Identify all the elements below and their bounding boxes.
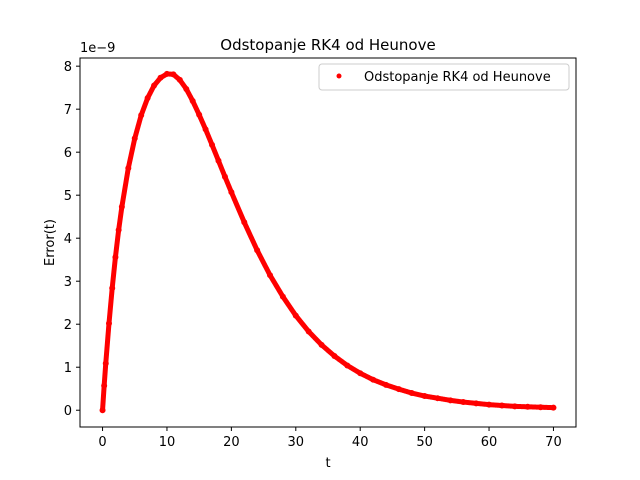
y-offset-label: 1e−9 bbox=[80, 41, 115, 56]
data-point bbox=[408, 390, 415, 397]
data-point bbox=[473, 400, 480, 407]
x-tick-label: 0 bbox=[98, 435, 106, 450]
y-tick-label: 6 bbox=[64, 146, 72, 161]
legend-marker bbox=[336, 73, 342, 79]
data-point bbox=[357, 370, 364, 377]
data-point bbox=[511, 403, 518, 410]
data-point bbox=[131, 135, 138, 142]
x-axis: 0 10 20 30 40 50 60 70 bbox=[98, 427, 562, 450]
x-tick-label: 50 bbox=[416, 435, 433, 450]
data-point bbox=[163, 70, 170, 77]
data-point bbox=[486, 401, 493, 408]
data-point bbox=[170, 71, 177, 78]
data-point bbox=[434, 395, 441, 402]
data-point bbox=[209, 141, 216, 148]
series-layer bbox=[99, 70, 557, 414]
y-tick-label: 2 bbox=[64, 318, 72, 333]
data-point bbox=[112, 254, 119, 261]
data-point bbox=[344, 362, 351, 369]
data-point bbox=[102, 360, 109, 367]
data-point bbox=[267, 272, 274, 279]
data-point bbox=[151, 82, 158, 89]
data-point bbox=[105, 320, 112, 327]
data-point bbox=[101, 382, 108, 389]
legend-label: Odstopanje RK4 od Heunove bbox=[364, 70, 551, 85]
x-tick-label: 20 bbox=[223, 435, 240, 450]
data-point bbox=[99, 407, 106, 414]
data-point bbox=[331, 353, 338, 360]
x-tick-label: 30 bbox=[288, 435, 305, 450]
data-point bbox=[550, 404, 557, 411]
data-point bbox=[215, 157, 222, 164]
data-point bbox=[382, 381, 389, 388]
legend: Odstopanje RK4 od Heunove bbox=[318, 63, 570, 91]
data-point bbox=[202, 126, 209, 133]
axes-frame bbox=[79, 57, 577, 428]
data-point bbox=[370, 376, 377, 383]
data-point bbox=[109, 285, 116, 292]
data-point bbox=[460, 399, 467, 406]
data-point bbox=[144, 95, 151, 101]
x-tick-label: 40 bbox=[352, 435, 369, 450]
data-point bbox=[228, 189, 235, 196]
data-point bbox=[318, 341, 325, 348]
y-tick-label: 0 bbox=[64, 404, 72, 419]
x-axis-label: t bbox=[325, 456, 330, 471]
data-point bbox=[537, 404, 544, 411]
data-point bbox=[447, 397, 454, 404]
y-tick-label: 3 bbox=[64, 275, 72, 290]
data-point bbox=[524, 403, 531, 410]
x-tick-label: 70 bbox=[545, 435, 562, 450]
data-point bbox=[421, 393, 428, 400]
y-tick-label: 1 bbox=[64, 361, 72, 376]
chart-title: Odstopanje RK4 od Heunove bbox=[220, 36, 435, 54]
x-tick-label: 60 bbox=[481, 435, 498, 450]
data-point bbox=[138, 112, 145, 119]
data-point bbox=[498, 402, 505, 409]
data-point bbox=[176, 76, 183, 83]
series-0 bbox=[99, 70, 557, 414]
data-point bbox=[254, 247, 261, 254]
data-point bbox=[279, 293, 286, 300]
data-point bbox=[183, 85, 190, 92]
data-point bbox=[241, 219, 248, 226]
data-point bbox=[292, 312, 299, 319]
data-point bbox=[221, 173, 228, 180]
y-tick-label: 7 bbox=[64, 103, 72, 118]
data-point bbox=[157, 74, 164, 81]
data-point bbox=[189, 98, 196, 105]
y-axis: 0 1 2 3 4 5 6 7 8 bbox=[64, 60, 80, 419]
y-tick-label: 8 bbox=[64, 60, 72, 75]
legend-box bbox=[318, 63, 570, 91]
y-axis-label: Error(t) bbox=[43, 219, 58, 266]
x-tick-label: 10 bbox=[159, 435, 176, 450]
y-tick-label: 4 bbox=[64, 232, 72, 247]
data-point bbox=[125, 165, 132, 172]
data-point bbox=[118, 203, 125, 210]
y-tick-label: 5 bbox=[64, 189, 72, 204]
data-point bbox=[115, 227, 122, 234]
data-point bbox=[395, 386, 402, 393]
data-point bbox=[196, 111, 203, 118]
data-point bbox=[305, 328, 312, 335]
